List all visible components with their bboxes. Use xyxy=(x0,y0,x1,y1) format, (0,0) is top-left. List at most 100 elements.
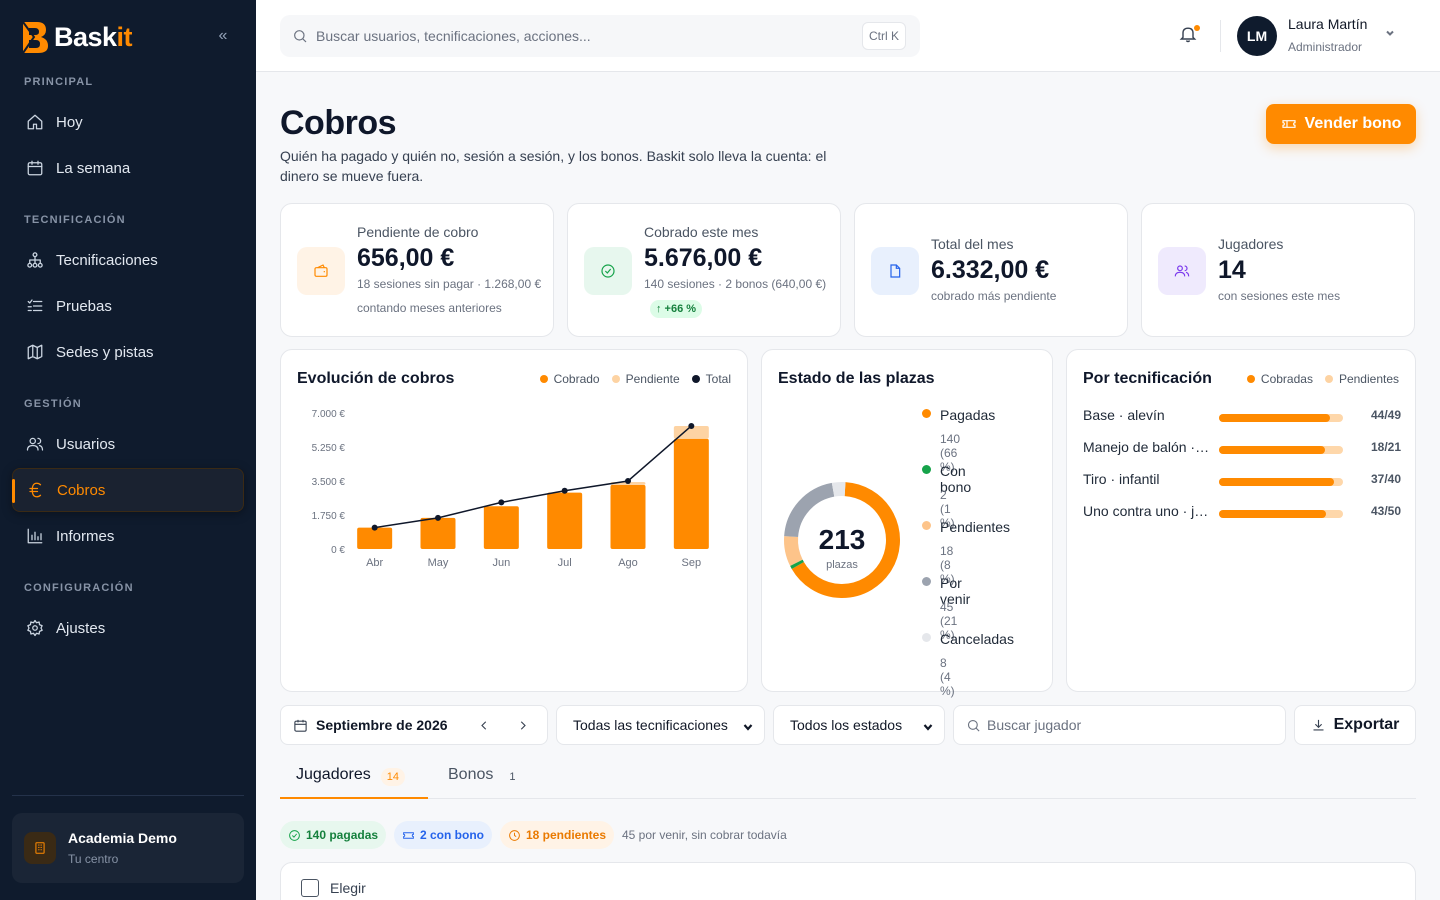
list-check-icon xyxy=(27,299,43,312)
progress-fill xyxy=(1219,478,1334,486)
prev-month-button[interactable] xyxy=(477,718,492,736)
collapse-sidebar-icon[interactable]: « xyxy=(218,27,228,44)
y-tick-label: 1.750 € xyxy=(312,511,346,522)
global-search[interactable]: Ctrl K xyxy=(280,15,920,57)
sidebar-item-label: La semana xyxy=(56,159,131,177)
kpi-jugadores: Jugadores 14 con sesiones este mes xyxy=(1141,203,1415,337)
donut-slice[interactable] xyxy=(784,482,835,538)
sidebar-item-cobros[interactable]: Cobros xyxy=(12,468,244,512)
sidebar-item-informes[interactable]: Informes xyxy=(12,514,244,558)
tecnificacion-row[interactable]: Uno contra uno · j… 43/50 xyxy=(1083,503,1401,523)
kpi-label: Total del mes xyxy=(931,236,1014,252)
wallet-icon xyxy=(297,247,345,295)
org-switcher[interactable]: Academia Demo Tu centro xyxy=(12,813,244,883)
point-total[interactable] xyxy=(688,422,695,429)
panel-title: Estado de las plazas xyxy=(778,370,935,387)
sidebar: Baskit « PRINCIPAL Hoy La semana TECNIFI… xyxy=(0,0,256,900)
users-icon xyxy=(26,437,44,451)
tecnificacion-panel: Por tecnificación Cobradas Pendientes Ba… xyxy=(1066,349,1416,692)
bar-cobrado[interactable] xyxy=(357,527,393,549)
x-tick-label: Ago xyxy=(618,557,638,569)
donut-slice[interactable] xyxy=(790,559,804,569)
search-input[interactable] xyxy=(316,15,856,57)
tecnificacion-legend: Cobradas Pendientes xyxy=(1246,372,1399,386)
chip-con-bono[interactable]: 2 con bono xyxy=(394,821,492,849)
player-search-input[interactable] xyxy=(987,717,1267,733)
panel-title: Por tecnificación xyxy=(1083,370,1212,387)
donut-slice[interactable] xyxy=(791,482,900,598)
bell-icon xyxy=(1179,27,1197,43)
brand-logo[interactable]: Baskit xyxy=(20,20,133,54)
sidebar-item-pruebas[interactable]: Pruebas xyxy=(12,284,244,328)
tecnificacion-name: Tiro · infantil xyxy=(1083,471,1160,487)
export-button[interactable]: Exportar xyxy=(1294,705,1416,745)
tecnificacion-row[interactable]: Tiro · infantil 37/40 xyxy=(1083,471,1401,491)
org-name: Academia Demo xyxy=(68,830,177,846)
tecnificacion-count: 44/49 xyxy=(1370,408,1401,422)
home-icon xyxy=(27,114,43,130)
point-total[interactable] xyxy=(625,478,631,484)
point-total[interactable] xyxy=(561,487,568,494)
estado-select[interactable]: Todos los estados xyxy=(773,705,945,745)
point-total[interactable] xyxy=(435,514,441,521)
y-tick-label: 0 € xyxy=(331,545,345,556)
clock-icon xyxy=(509,829,520,841)
nav-section-principal: PRINCIPAL xyxy=(24,76,94,88)
tab-bonos[interactable]: Bonos 1 xyxy=(448,766,522,799)
tecnificacion-name: Uno contra uno · j… xyxy=(1083,503,1209,519)
kpi-label: Jugadores xyxy=(1218,236,1284,252)
bar-cobrado[interactable] xyxy=(483,506,519,549)
check-circle-icon xyxy=(289,829,300,841)
sidebar-item-label: Pruebas xyxy=(56,297,112,315)
notifications-button[interactable] xyxy=(1178,24,1200,46)
search-icon xyxy=(294,30,307,43)
sidebar-divider xyxy=(12,795,244,796)
chip-pagadas[interactable]: 140 pagadas xyxy=(280,821,387,849)
estado-select-value: Todos los estados xyxy=(790,717,903,733)
users-icon xyxy=(1158,247,1206,295)
sidebar-item-usuarios[interactable]: Usuarios xyxy=(12,422,244,466)
kpi-value: 14 xyxy=(1218,256,1246,284)
tecnificacion-select[interactable]: Todas las tecnificaciones xyxy=(556,705,765,745)
x-tick-label: May xyxy=(428,557,449,569)
notification-dot xyxy=(1194,25,1200,31)
month-label: Septiembre de 2026 xyxy=(316,717,448,733)
sidebar-item-label: Ajustes xyxy=(56,619,106,637)
sidebar-item-la-semana[interactable]: La semana xyxy=(12,146,244,190)
avatar[interactable]: LM xyxy=(1237,16,1277,56)
point-total[interactable] xyxy=(371,524,378,531)
next-month-button[interactable] xyxy=(515,718,530,736)
month-picker[interactable]: Septiembre de 2026 xyxy=(280,705,548,745)
bar-cobrado[interactable] xyxy=(420,517,456,549)
sidebar-item-hoy[interactable]: Hoy xyxy=(12,100,244,144)
trend-badge: ↑ +66 % xyxy=(650,300,703,318)
nav-section-configuracion: CONFIGURACIÓN xyxy=(24,582,134,594)
player-search[interactable] xyxy=(953,705,1286,745)
tecnificacion-row[interactable]: Manejo de balón · … 18/21 xyxy=(1083,439,1401,459)
sidebar-item-tecnificaciones[interactable]: Tecnificaciones xyxy=(12,238,244,282)
point-total[interactable] xyxy=(498,499,505,506)
bar-cobrado[interactable] xyxy=(547,492,583,549)
progress-fill xyxy=(1219,510,1326,518)
bar-pendiente[interactable] xyxy=(673,425,709,439)
tab-jugadores[interactable]: Jugadores 14 xyxy=(280,766,428,799)
tecnificacion-count: 18/21 xyxy=(1370,440,1401,454)
chip-pendientes[interactable]: 18 pendientes xyxy=(500,821,615,849)
sell-voucher-button[interactable]: Vender bono xyxy=(1266,104,1416,144)
user-name[interactable]: Laura Martín xyxy=(1288,16,1368,32)
tecnificacion-count: 37/40 xyxy=(1370,472,1401,486)
chevron-down-icon[interactable] xyxy=(1384,26,1396,38)
sidebar-item-sedes-y-pistas[interactable]: Sedes y pistas xyxy=(12,330,244,374)
donut-slice[interactable] xyxy=(784,536,803,566)
donut-slice[interactable] xyxy=(831,482,846,497)
bar-cobrado[interactable] xyxy=(673,438,709,549)
bar-cobrado[interactable] xyxy=(610,484,646,549)
gear-icon xyxy=(27,619,43,637)
chevron-left-icon xyxy=(481,721,487,730)
select-all-checkbox[interactable] xyxy=(301,879,319,897)
y-tick-label: 3.500 € xyxy=(312,477,346,488)
evolution-panel: Evolución de cobros Cobrado Pendiente To… xyxy=(280,349,748,692)
sidebar-item-ajustes[interactable]: Ajustes xyxy=(12,606,244,650)
tecnificacion-row[interactable]: Base · alevín 44/49 xyxy=(1083,407,1401,427)
nav-section-tecnificacion: TECNIFICACIÓN xyxy=(24,214,126,226)
